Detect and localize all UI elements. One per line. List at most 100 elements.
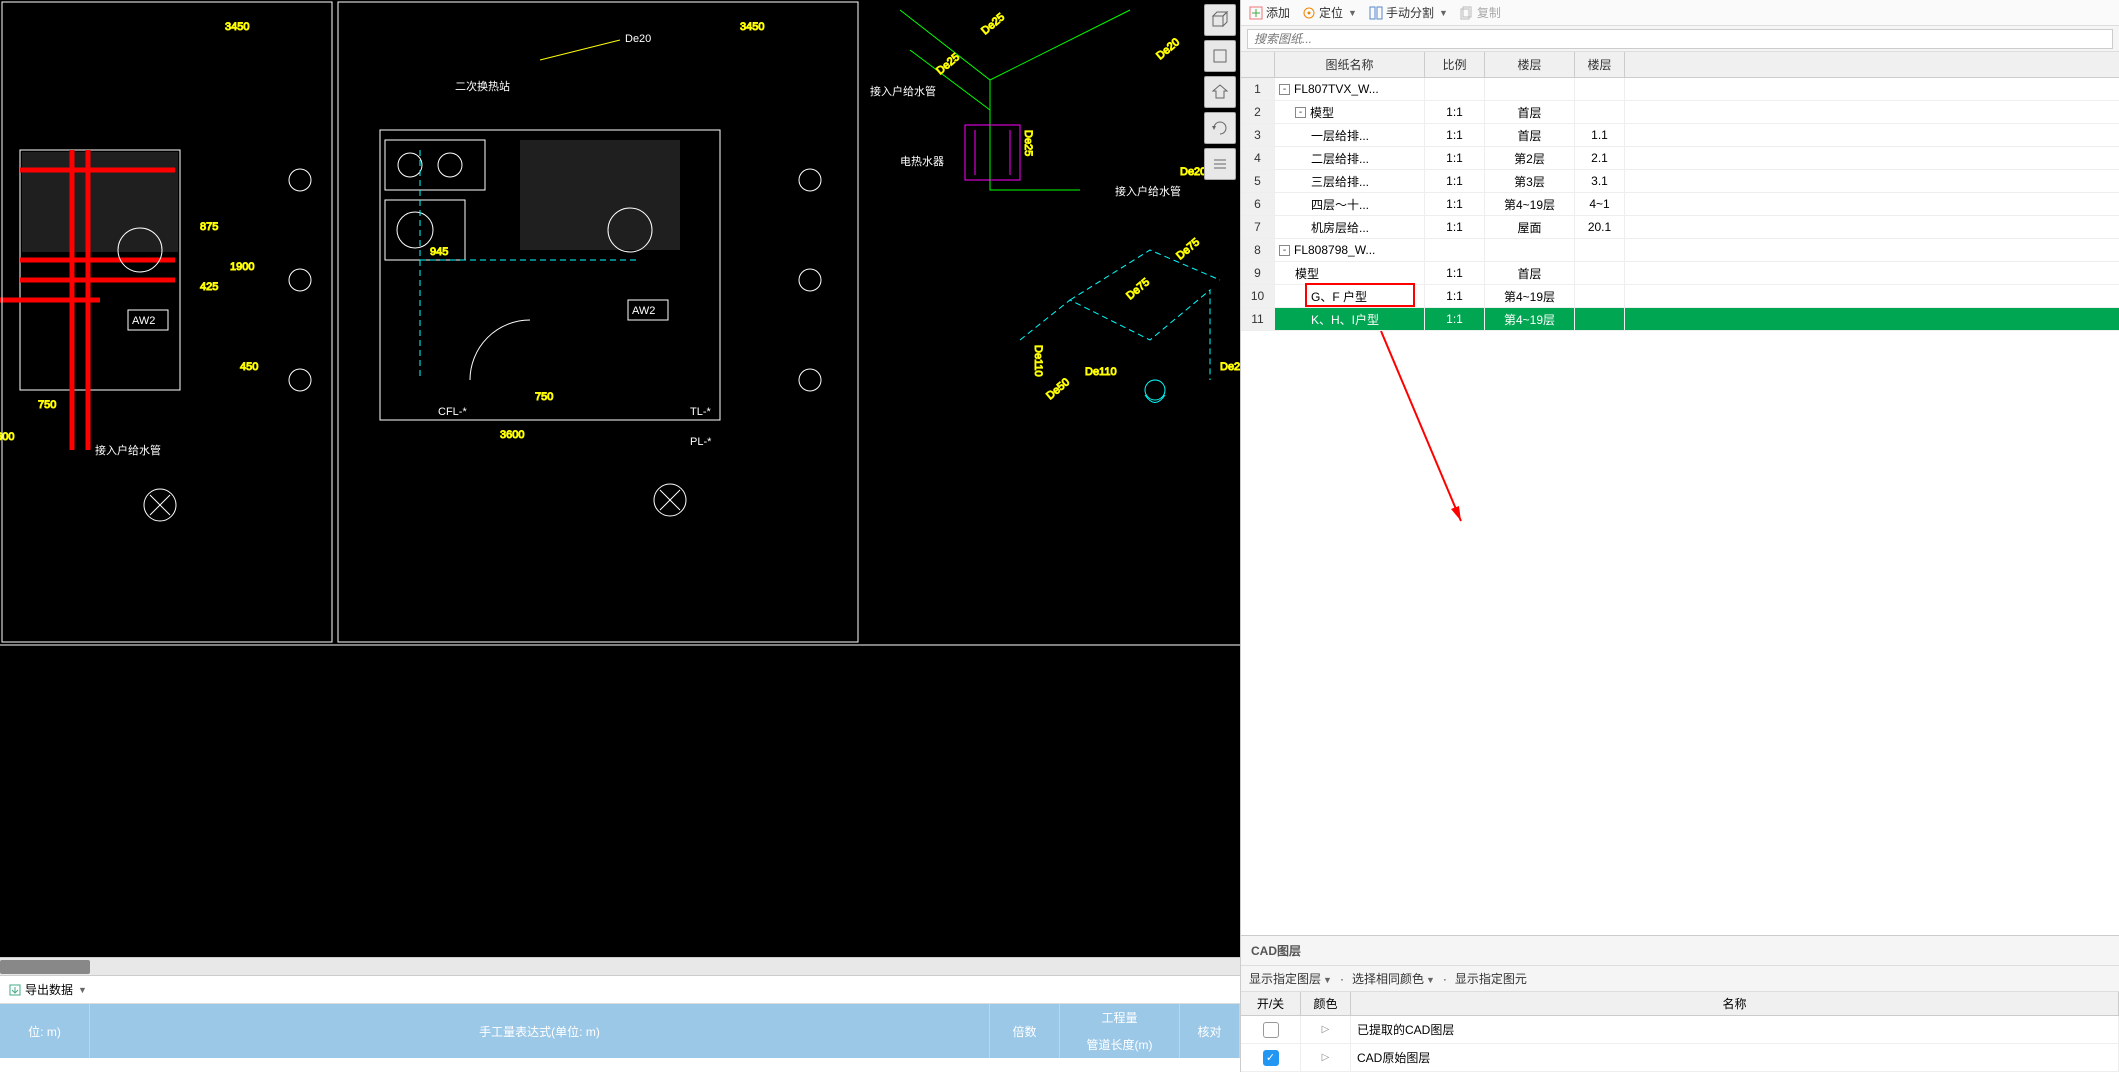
col-check: 核对: [1180, 1004, 1240, 1058]
row-name-label: FL808798_W...: [1294, 243, 1375, 257]
layer-color-cell: ▷: [1301, 1016, 1351, 1043]
row-name-cell: 一层给排...: [1275, 124, 1425, 146]
col-floor: 楼层: [1485, 52, 1575, 77]
row-floor: 屋面: [1485, 216, 1575, 238]
view-home-icon[interactable]: [1204, 76, 1236, 108]
row-floor: 第2层: [1485, 147, 1575, 169]
row-name-label: FL807TVX_W...: [1294, 82, 1379, 96]
row-floor2: [1575, 78, 1625, 100]
svg-text:接入户给水管: 接入户给水管: [870, 84, 936, 98]
col-ratio: 比例: [1425, 52, 1485, 77]
layers-body: ▷已提取的CAD图层✓▷CAD原始图层: [1241, 1016, 2119, 1072]
tree-expander-icon[interactable]: -: [1279, 245, 1290, 256]
row-ratio: 1:1: [1425, 147, 1485, 169]
row-name-cell: 二层给排...: [1275, 147, 1425, 169]
layers-toolbar: 显示指定图层▼ · 选择相同颜色▼ · 显示指定图元: [1241, 966, 2119, 992]
layer-row[interactable]: ▷已提取的CAD图层: [1241, 1016, 2119, 1044]
row-floor: 首层: [1485, 101, 1575, 123]
svg-text:750: 750: [38, 399, 56, 411]
tree-row[interactable]: 6四层～十...1:1第4~19层4~1: [1241, 193, 2119, 216]
view-list-icon[interactable]: [1204, 148, 1236, 180]
tree-row[interactable]: 4二层给排...1:1第2层2.1: [1241, 147, 2119, 170]
tree-row[interactable]: 5三层给排...1:1第3层3.1: [1241, 170, 2119, 193]
svg-text:3600: 3600: [500, 429, 524, 441]
tree-expander-icon[interactable]: -: [1279, 84, 1290, 95]
tree-row[interactable]: 2 -模型 1:1首层: [1241, 101, 2119, 124]
row-ratio: 1:1: [1425, 124, 1485, 146]
col-name: 图纸名称: [1275, 52, 1425, 77]
row-ratio: 1:1: [1425, 285, 1485, 307]
horizontal-scrollbar[interactable]: [0, 958, 1240, 976]
select-color-button[interactable]: 选择相同颜色▼: [1352, 970, 1435, 987]
row-floor: 首层: [1485, 124, 1575, 146]
row-index: 5: [1241, 170, 1275, 192]
row-ratio: [1425, 78, 1485, 100]
layer-checkbox[interactable]: [1263, 1022, 1279, 1038]
row-name-label: K、H、I户型: [1311, 311, 1379, 328]
row-name-cell: 模型: [1275, 262, 1425, 284]
row-floor2: [1575, 101, 1625, 123]
row-ratio: 1:1: [1425, 193, 1485, 215]
locate-button[interactable]: 定位 ▼: [1302, 4, 1357, 21]
svg-text:De75: De75: [1174, 236, 1202, 262]
layers-table: 开/关 颜色 名称 ▷已提取的CAD图层✓▷CAD原始图层: [1241, 992, 2119, 1072]
row-index: 1: [1241, 78, 1275, 100]
show-layer-button[interactable]: 显示指定图层▼: [1249, 970, 1332, 987]
tree-row[interactable]: 9模型1:1首层: [1241, 262, 2119, 285]
row-floor: 第3层: [1485, 170, 1575, 192]
dropdown-icon: ▼: [1439, 8, 1448, 18]
tree-row[interactable]: 8-FL808798_W...: [1241, 239, 2119, 262]
tree-expander-icon[interactable]: -: [1295, 107, 1306, 118]
row-floor2: [1575, 308, 1625, 330]
row-name-cell: K、H、I户型: [1275, 308, 1425, 330]
scroll-thumb[interactable]: [0, 960, 90, 974]
svg-text:945: 945: [430, 246, 448, 258]
row-ratio: 1:1: [1425, 308, 1485, 330]
row-ratio: 1:1: [1425, 170, 1485, 192]
row-index: 7: [1241, 216, 1275, 238]
split-button[interactable]: 手动分割 ▼: [1369, 4, 1448, 21]
expand-icon[interactable]: ▷: [1322, 1024, 1330, 1035]
export-data-button[interactable]: 导出数据 ▼: [8, 981, 87, 998]
cad-drawing: AW2 750 3600 875 425 1900 450 接入户给水管: [0, 0, 1240, 1072]
tree-row[interactable]: 11K、H、I户型1:1第4~19层: [1241, 308, 2119, 331]
view-rotate-icon[interactable]: [1204, 112, 1236, 144]
tree-row[interactable]: 7机房层给...1:1屋面20.1: [1241, 216, 2119, 239]
svg-text:De25: De25: [979, 11, 1007, 37]
col-manual: 手工量表达式(单位: m): [90, 1004, 990, 1058]
bottom-panel: 导出数据 ▼ 位: m) 手工量表达式(单位: m) 倍数 工程量 管道长度(m…: [0, 957, 1240, 1072]
row-name-label: 模型: [1310, 104, 1334, 121]
show-element-button[interactable]: 显示指定图元: [1455, 970, 1527, 987]
col-index: [1241, 52, 1275, 77]
row-ratio: 1:1: [1425, 101, 1485, 123]
layer-row[interactable]: ✓▷CAD原始图层: [1241, 1044, 2119, 1072]
svg-text:De110: De110: [1032, 345, 1044, 377]
svg-text:875: 875: [200, 221, 218, 233]
tree-row[interactable]: 1-FL807TVX_W...: [1241, 78, 2119, 101]
view-top-icon[interactable]: [1204, 40, 1236, 72]
row-floor: [1485, 239, 1575, 261]
copy-icon: [1460, 6, 1474, 20]
tree-row[interactable]: 10G、F 户型1:1第4~19层: [1241, 285, 2119, 308]
cad-canvas[interactable]: AW2 750 3600 875 425 1900 450 接入户给水管: [0, 0, 1240, 1072]
bottom-table: 位: m) 手工量表达式(单位: m) 倍数 工程量 管道长度(m) 核对: [0, 1004, 1240, 1058]
row-name-label: 模型: [1295, 265, 1319, 282]
svg-text:3450: 3450: [225, 21, 249, 33]
expand-icon[interactable]: ▷: [1322, 1052, 1330, 1063]
add-button[interactable]: 添加: [1249, 4, 1290, 21]
col-color: 颜色: [1301, 992, 1351, 1015]
layer-checkbox[interactable]: ✓: [1263, 1050, 1279, 1066]
search-input[interactable]: [1247, 29, 2113, 49]
search-row: [1241, 26, 2119, 52]
layer-switch-cell: ✓: [1241, 1044, 1301, 1071]
row-floor: 第4~19层: [1485, 308, 1575, 330]
row-name-label: 三层给排...: [1311, 173, 1369, 190]
row-ratio: 1:1: [1425, 262, 1485, 284]
row-name-cell: 四层～十...: [1275, 193, 1425, 215]
svg-text:750: 750: [535, 391, 553, 403]
row-index: 2: [1241, 101, 1275, 123]
tree-row[interactable]: 3一层给排...1:1首层1.1: [1241, 124, 2119, 147]
view-3d-icon[interactable]: [1204, 4, 1236, 36]
copy-label: 复制: [1477, 4, 1501, 21]
svg-text:3450: 3450: [740, 21, 764, 33]
